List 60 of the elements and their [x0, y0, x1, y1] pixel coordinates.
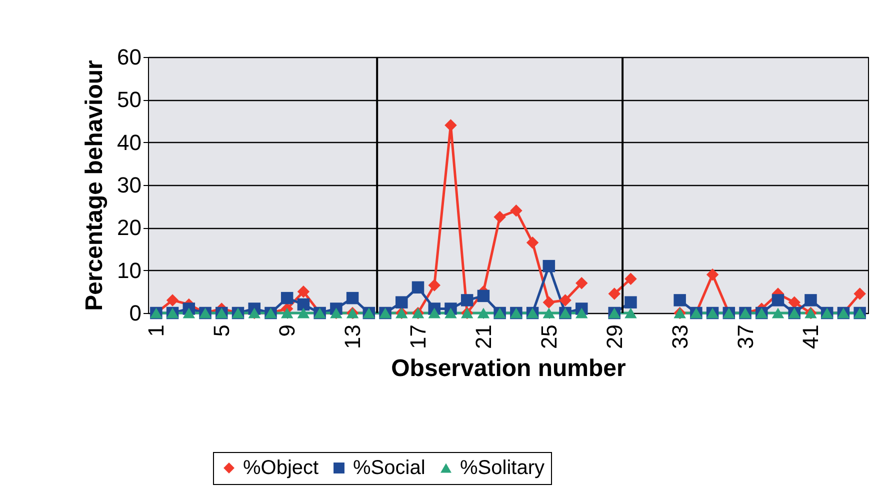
- point: [182, 308, 196, 318]
- point: [428, 308, 440, 318]
- point: [494, 210, 506, 224]
- point: [542, 296, 556, 308]
- legend-label: %Solitary: [460, 457, 544, 479]
- point: [396, 296, 408, 308]
- point: [477, 308, 490, 318]
- point: [624, 308, 637, 318]
- point: [542, 260, 556, 272]
- point: [772, 294, 784, 306]
- y-tick-label: 60: [117, 44, 142, 70]
- point: [444, 119, 457, 132]
- x-tick-label: 41: [798, 324, 824, 349]
- point: [526, 236, 539, 249]
- y-tick-label: 10: [117, 258, 142, 283]
- point: [510, 204, 522, 217]
- x-tick-label: 5: [209, 324, 234, 337]
- x-tick-label: 33: [667, 324, 692, 349]
- point: [542, 308, 556, 318]
- point: [674, 294, 686, 306]
- point: [297, 308, 310, 318]
- point: [804, 294, 817, 306]
- legend-label: %Social: [353, 457, 426, 479]
- point: [280, 292, 294, 304]
- point: [297, 298, 310, 311]
- x-tick-label: 29: [602, 324, 627, 349]
- point: [788, 296, 800, 308]
- point: [477, 290, 490, 302]
- point: [608, 288, 620, 300]
- x-tick-label: 17: [406, 324, 430, 349]
- x-tick-label: 9: [274, 324, 300, 337]
- point: [166, 294, 179, 306]
- point: [576, 308, 588, 318]
- y-tick-label: 20: [117, 215, 142, 240]
- point: [460, 294, 474, 306]
- y-tick-label: 50: [117, 87, 142, 112]
- x-tick-label: 37: [732, 324, 758, 349]
- point: [444, 308, 457, 318]
- point: [428, 279, 440, 292]
- x-tick-label: 21: [470, 324, 496, 349]
- y-axis-title: Percentage behaviour: [81, 60, 108, 311]
- point: [576, 277, 588, 290]
- point: [297, 286, 310, 298]
- x-axis-title: Observation number: [391, 354, 626, 382]
- x-tick-label: 25: [536, 324, 562, 349]
- point: [624, 296, 637, 308]
- point: [706, 268, 719, 281]
- point: [854, 288, 866, 300]
- x-tick-label: 13: [340, 324, 366, 349]
- y-tick-label: 30: [117, 172, 142, 198]
- y-tick-label: 40: [117, 130, 142, 155]
- point: [624, 272, 637, 285]
- point: [412, 281, 424, 294]
- legend-label: %Object: [243, 457, 320, 479]
- point: [772, 308, 784, 318]
- x-tick-label: 1: [144, 324, 169, 337]
- point: [346, 292, 359, 304]
- point: [559, 294, 572, 306]
- y-tick-label: 0: [129, 300, 142, 326]
- point: [280, 308, 294, 318]
